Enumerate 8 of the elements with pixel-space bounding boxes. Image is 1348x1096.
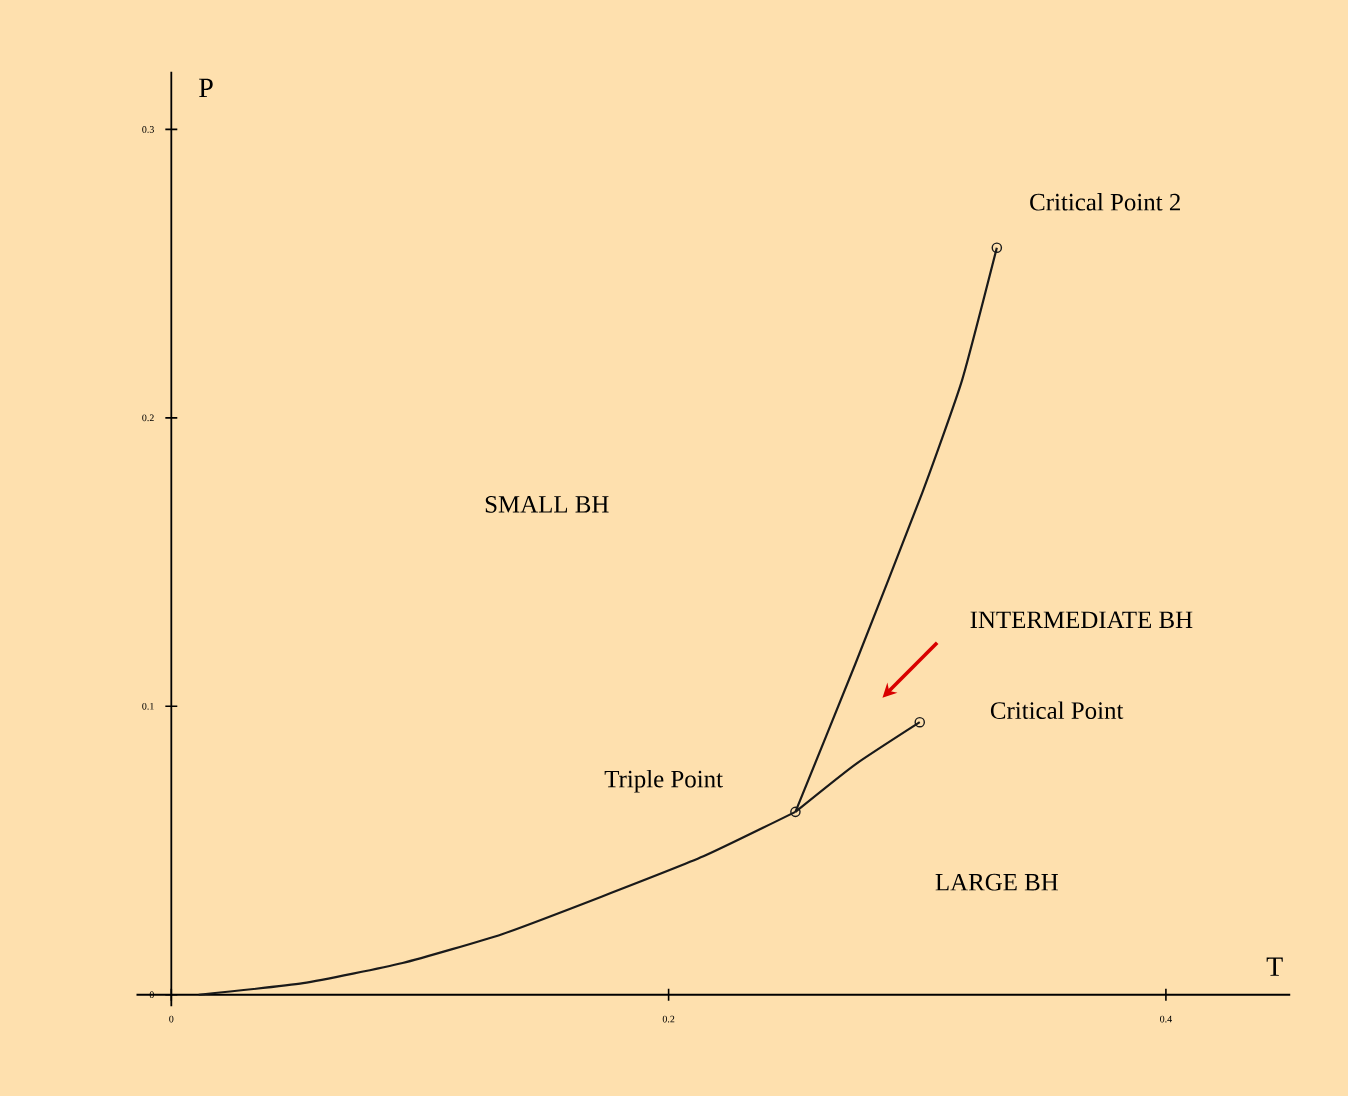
annotation: Critical Point [990, 701, 1124, 720]
annotation: SMALL BH [485, 496, 609, 513]
annotation: Critical Point 2 [1030, 193, 1180, 211]
annotation: Triple Point [604, 770, 723, 793]
annotation: LARGE BH [935, 873, 1058, 891]
annotation: INTERMEDIATE BH [970, 611, 1193, 629]
y-axis-title: P [199, 78, 213, 98]
x-axis-title: T [1266, 957, 1283, 976]
